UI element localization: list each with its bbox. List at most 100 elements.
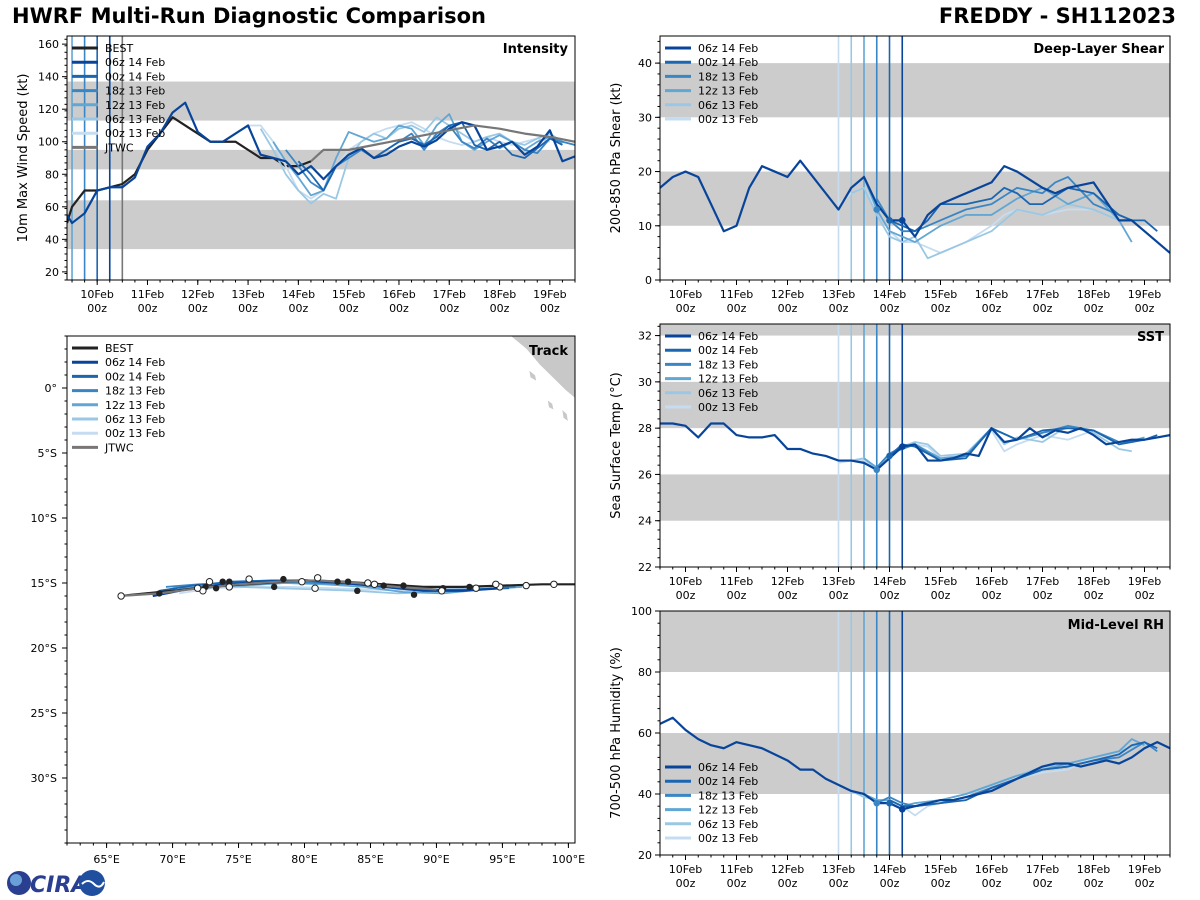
track-position-open-13 (205, 578, 214, 586)
track-legend-label-0: BEST (105, 342, 133, 355)
sst-marker-2 (898, 443, 906, 450)
sst-x-tick-hour-2: 00z (778, 589, 798, 602)
sst-frame (659, 323, 1171, 568)
track-legend-label-2: 00z 14 Feb (105, 370, 165, 383)
sst-legend-label-2: 18z 13 Feb (698, 358, 758, 371)
track-x-tick-label-5: 90°E (423, 853, 449, 866)
sst-chart: 10Feb00z11Feb00z12Feb00z13Feb00z14Feb00z… (609, 323, 1171, 602)
intensity-x-tick-hour-3: 00z (238, 302, 258, 315)
intensity-frame (66, 35, 576, 281)
track-plot-area (67, 336, 575, 843)
track-y-tick-label-5: 25°S (31, 707, 57, 720)
rh-legend-label-2: 18z 13 Feb (698, 789, 758, 802)
rh-x-tick-hour-9: 00z (1135, 877, 1155, 890)
intensity-x-tick-hour-9: 00z (540, 302, 560, 315)
track-y-tick-label-3: 15°S (31, 577, 57, 590)
shear-x-tick-day-7: 17Feb (1026, 288, 1059, 301)
rh-shaded-band-1 (660, 611, 1170, 672)
sst-marker-0 (873, 466, 881, 474)
track-position-filled-12 (212, 585, 220, 592)
track-position-open-7 (364, 579, 372, 587)
track-y-tick-label-4: 20°S (31, 642, 57, 655)
sst-legend-label-4: 06z 13 Feb (698, 387, 758, 400)
rh-legend-label-0: 06z 14 Feb (698, 761, 758, 774)
sst-x-tick-day-0: 10Feb (669, 575, 702, 588)
shear-x-tick-hour-9: 00z (1135, 302, 1155, 315)
rh-x-tick-day-2: 12Feb (771, 863, 804, 876)
intensity-x-tick-hour-5: 00z (339, 302, 359, 315)
sst-x-tick-day-9: 19Feb (1128, 575, 1161, 588)
page-title: HWRF Multi-Run Diagnostic Comparison (12, 4, 487, 28)
intensity-y-tick-label-0: 20 (45, 266, 59, 279)
rh-x-tick-hour-3: 00z (829, 877, 849, 890)
intensity-x-tick-day-6: 16Feb (382, 288, 415, 301)
rh-x-tick-hour-1: 00z (727, 877, 747, 890)
intensity-y-tick-label-5: 120 (38, 103, 59, 116)
intensity-legend-label-5: 06z 13 Feb (105, 113, 165, 126)
sst-plot-area (660, 324, 1170, 567)
sst-x-tick-day-2: 12Feb (771, 575, 804, 588)
intensity-y-tick-label-6: 140 (38, 71, 59, 84)
rh-chart: 10Feb00z11Feb00z12Feb00z13Feb00z14Feb00z… (609, 605, 1171, 890)
sst-x-tick-hour-6: 00z (982, 589, 1002, 602)
rh-marker-2 (898, 805, 906, 813)
sst-x-tick-day-8: 18Feb (1077, 575, 1110, 588)
shear-plot-area (660, 36, 1170, 280)
track-position-filled-6 (344, 578, 352, 585)
shear-marker-0 (886, 217, 893, 224)
shear-y-tick-label-1: 10 (638, 220, 652, 233)
shear-x-tick-hour-2: 00z (778, 302, 798, 315)
land-mentawai-3 (561, 407, 569, 423)
shear-x-tick-day-5: 15Feb (924, 288, 957, 301)
intensity-legend-label-6: 00z 13 Feb (105, 127, 165, 140)
shear-y-axis-label: 200-850 hPa Shear (kt) (609, 83, 624, 234)
intensity-x-tick-hour-1: 00z (138, 302, 158, 315)
rh-x-tick-hour-6: 00z (982, 877, 1002, 890)
shear-line-06z-13-feb (850, 186, 1120, 260)
shear-marker-2 (873, 206, 881, 213)
rh-y-tick-label-3: 80 (638, 666, 652, 679)
intensity-chart: 10Feb00z11Feb00z12Feb00z13Feb00z14Feb00z… (16, 35, 576, 315)
sst-x-tick-hour-1: 00z (727, 589, 747, 602)
shear-legend-label-3: 12z 13 Feb (698, 85, 758, 98)
track-position-filled-0 (466, 583, 473, 591)
shear-x-tick-hour-0: 00z (676, 302, 696, 315)
rh-marker-1 (886, 799, 893, 807)
track-x-tick-label-0: 65°E (93, 853, 119, 866)
shear-x-tick-hour-8: 00z (1084, 302, 1104, 315)
sst-y-tick-label-4: 30 (638, 376, 652, 389)
track-x-tick-label-3: 80°E (291, 853, 317, 866)
sst-x-tick-hour-9: 00z (1135, 589, 1155, 602)
track-x-tick-label-7: 100°E (552, 853, 585, 866)
track-legend-label-1: 06z 14 Feb (105, 356, 165, 369)
intensity-x-tick-day-7: 17Feb (433, 288, 466, 301)
rh-plot-area (660, 611, 1170, 855)
shear-x-tick-day-9: 19Feb (1128, 288, 1161, 301)
intensity-x-tick-day-5: 15Feb (332, 288, 365, 301)
track-position-open-4 (472, 584, 480, 592)
rh-x-tick-hour-2: 00z (778, 877, 798, 890)
sst-y-tick-label-3: 28 (638, 422, 652, 435)
track-position-filled-5 (354, 587, 361, 594)
intensity-legend-label-2: 00z 14 Feb (105, 70, 165, 83)
track-legend-label-7: JTWC (104, 441, 134, 454)
shear-y-tick-label-0: 0 (645, 274, 652, 287)
rh-frame (659, 610, 1171, 856)
intensity-x-tick-hour-2: 00z (188, 302, 208, 315)
rh-legend-label-1: 00z 14 Feb (698, 775, 758, 788)
sst-line-06z-14-feb (660, 422, 1170, 471)
sst-x-tick-hour-8: 00z (1084, 589, 1104, 602)
rh-x-tick-day-3: 13Feb (822, 863, 855, 876)
sst-x-tick-day-6: 16Feb (975, 575, 1008, 588)
shear-x-tick-day-4: 14Feb (873, 288, 906, 301)
shear-x-tick-day-3: 13Feb (822, 288, 855, 301)
intensity-legend-label-1: 06z 14 Feb (105, 56, 165, 69)
shear-x-tick-hour-6: 00z (982, 302, 1002, 315)
intensity-legend-label-3: 18z 13 Feb (105, 85, 165, 98)
intensity-x-tick-day-0: 10Feb (80, 288, 113, 301)
sst-x-tick-hour-5: 00z (931, 589, 951, 602)
shear-shaded-band-0 (660, 171, 1170, 226)
intensity-plot-area (67, 36, 575, 280)
shear-marker-1 (898, 217, 906, 224)
track-position-filled-2 (410, 591, 418, 598)
